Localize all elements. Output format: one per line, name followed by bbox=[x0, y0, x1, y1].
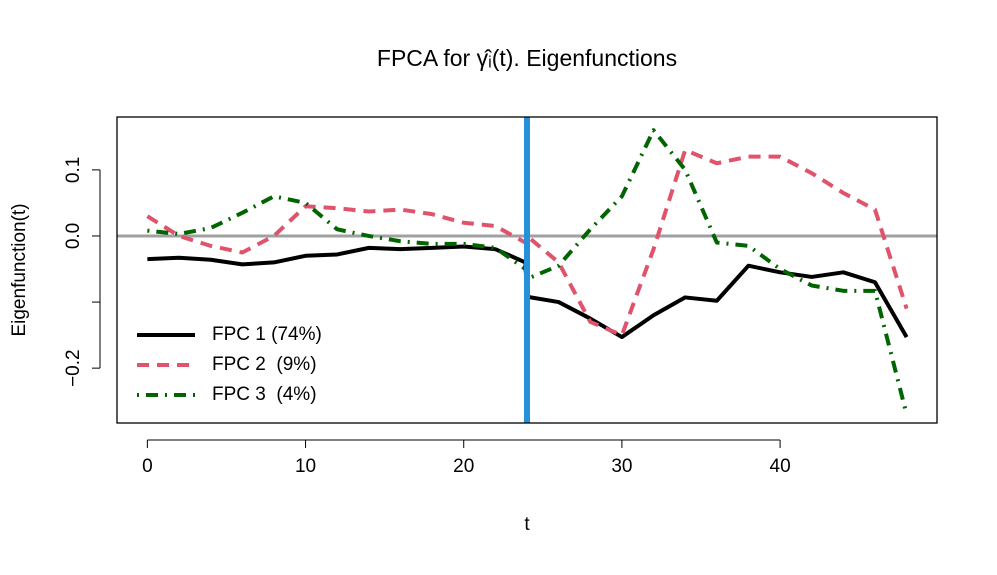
legend-label: FPC 1 (74%) bbox=[212, 324, 322, 345]
x-tick-label: 10 bbox=[295, 456, 316, 477]
chart-title: FPCA for γ̂ᵢ(t). Eigenfunctions bbox=[377, 45, 677, 71]
legend-label: FPC 2 (9%) bbox=[212, 354, 317, 375]
legend-label: FPC 3 (4%) bbox=[212, 384, 317, 405]
x-tick-label: 0 bbox=[142, 456, 153, 477]
x-tick-label: 20 bbox=[453, 456, 474, 477]
x-axis-label: t bbox=[524, 514, 530, 535]
y-axis-label: Eigenfunction(t) bbox=[9, 203, 30, 336]
y-tick-label: 0.0 bbox=[63, 223, 84, 249]
x-tick-label: 40 bbox=[770, 456, 791, 477]
y-tick-label: −0.2 bbox=[63, 349, 84, 387]
plot-frame bbox=[116, 116, 938, 424]
x-tick-label: 30 bbox=[611, 456, 632, 477]
y-tick-label: 0.1 bbox=[63, 157, 84, 183]
